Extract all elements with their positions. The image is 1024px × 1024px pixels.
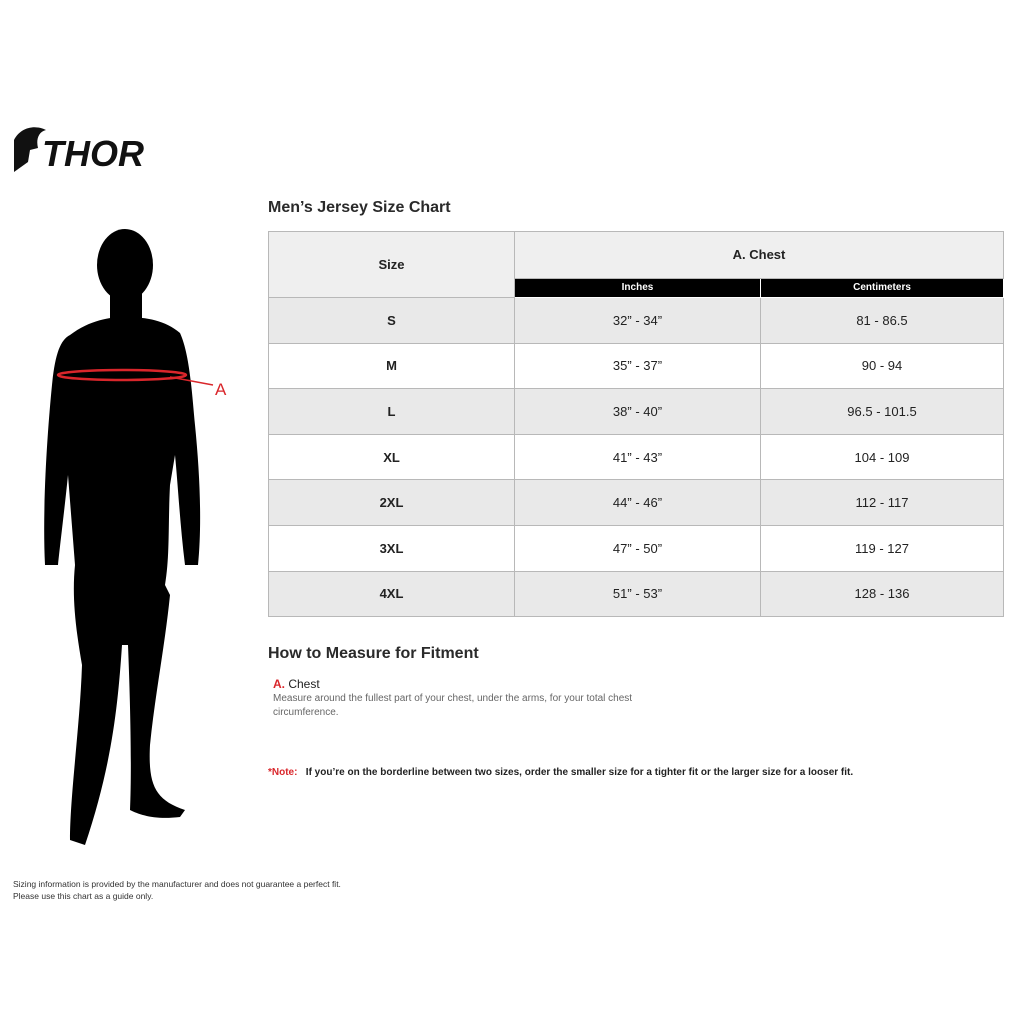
size-chart-title: Men’s Jersey Size Chart xyxy=(268,199,451,216)
inches-cell: 35” - 37” xyxy=(514,342,761,390)
inches-cell: 51” - 53” xyxy=(514,570,761,618)
centimeters-header: Centimeters xyxy=(760,277,1004,299)
how-to-measure-title: How to Measure for Fitment xyxy=(268,645,479,662)
inches-cell: 47” - 50” xyxy=(514,524,761,572)
body-silhouette: A xyxy=(44,229,227,845)
size-cell: L xyxy=(268,388,515,435)
table-row: 3XL 47” - 50” 119 - 127 xyxy=(268,524,1004,572)
inches-cell: 38” - 40” xyxy=(514,388,761,435)
centimeters-cell: 104 - 109 xyxy=(760,433,1004,481)
chest-label-text: Chest xyxy=(288,677,320,691)
table-row: S 32” - 34” 81 - 86.5 xyxy=(268,297,1004,344)
logo-text: THOR xyxy=(42,133,144,174)
centimeters-cell: 90 - 94 xyxy=(760,342,1004,390)
table-row: XL 41” - 43” 104 - 109 xyxy=(268,433,1004,481)
measure-marker-a: A xyxy=(215,380,227,399)
size-chart-table: Size A. Chest Inches Centimeters S 32” - … xyxy=(268,231,1004,618)
centimeters-cell: 112 - 117 xyxy=(760,479,1004,526)
table-row: L 38” - 40” 96.5 - 101.5 xyxy=(268,388,1004,435)
centimeters-cell: 96.5 - 101.5 xyxy=(760,388,1004,435)
chest-letter: A. xyxy=(273,677,285,691)
chest-description: Measure around the fullest part of your … xyxy=(273,693,633,718)
table-row: 4XL 51” - 53” 128 - 136 xyxy=(268,570,1004,618)
disclaimer: Sizing information is provided by the ma… xyxy=(13,878,341,902)
size-cell: 2XL xyxy=(268,479,515,526)
chest-header: A. Chest xyxy=(514,231,1004,279)
disclaimer-line-1: Sizing information is provided by the ma… xyxy=(13,879,341,889)
size-header: Size xyxy=(268,231,515,298)
inches-cell: 41” - 43” xyxy=(514,433,761,481)
inches-cell: 44” - 46” xyxy=(514,479,761,526)
note-prefix: *Note: xyxy=(268,767,298,778)
note-text: If you’re on the borderline between two … xyxy=(305,767,854,778)
table-row: 2XL 44” - 46” 112 - 117 xyxy=(268,479,1004,526)
size-cell: M xyxy=(268,342,515,390)
centimeters-cell: 81 - 86.5 xyxy=(760,297,1004,344)
centimeters-cell: 119 - 127 xyxy=(760,524,1004,572)
size-cell: S xyxy=(268,297,515,344)
size-cell: XL xyxy=(268,433,515,481)
disclaimer-line-2: Please use this chart as a guide only. xyxy=(13,891,154,901)
size-cell: 4XL xyxy=(268,570,515,618)
inches-cell: 32” - 34” xyxy=(514,297,761,344)
inches-header: Inches xyxy=(514,277,761,299)
fit-note: *Note: If you’re on the borderline betwe… xyxy=(268,767,853,778)
centimeters-cell: 128 - 136 xyxy=(760,570,1004,618)
chest-label: A. Chest xyxy=(273,677,320,691)
thor-logo: THOR xyxy=(14,127,144,174)
table-row: M 35” - 37” 90 - 94 xyxy=(268,342,1004,390)
size-cell: 3XL xyxy=(268,524,515,572)
